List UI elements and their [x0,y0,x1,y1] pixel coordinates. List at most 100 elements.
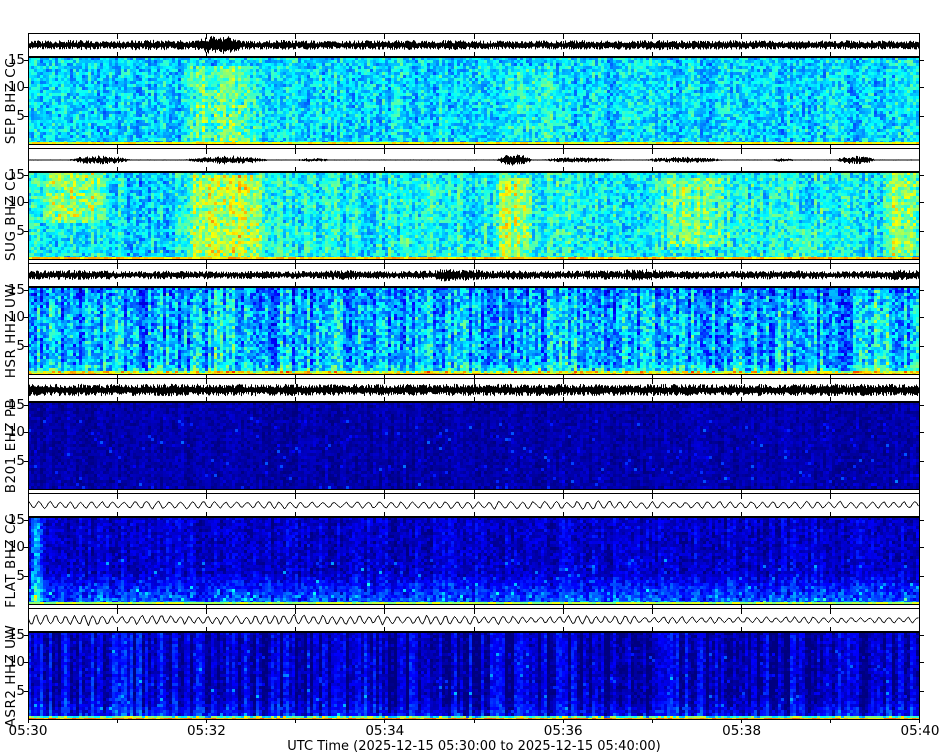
freq-tick-mark-right [920,202,924,203]
minute-tick-mark [830,490,831,493]
freq-tick-mark-left [24,346,28,347]
freq-tick-mark-right [920,405,924,406]
freq-tick-mark-left [24,547,28,548]
time-axis-title: UTC Time (2025-12-15 05:30:00 to 2025-12… [287,739,661,754]
minute-tick-mark [652,605,653,608]
freq-tick-mark-left [24,317,28,318]
spectrogram-canvas [28,57,920,145]
freq-tick-label: 10 [7,539,25,555]
freq-tick-label: 10 [7,79,25,95]
freq-tick-label: 10 [7,424,25,440]
minute-tick-mark [384,490,385,493]
minute-tick-mark [28,490,29,493]
minute-tick-mark [919,490,920,493]
minute-tick-mark [830,720,831,723]
freq-tick-mark-right [920,175,924,176]
minute-tick-mark [830,605,831,608]
minute-tick-mark [28,720,29,723]
waveform-canvas [28,608,920,632]
minute-tick-mark [206,720,207,723]
station-label: SEP BHZ CC [3,57,19,145]
waveform-canvas [28,148,920,172]
minute-tick-mark [28,145,29,148]
freq-tick-label: 15 [7,512,25,528]
freq-tick-mark-left [24,691,28,692]
freq-tick-mark-right [920,520,924,521]
minute-tick-mark [384,260,385,263]
minute-tick-mark [652,490,653,493]
freq-tick-mark-right [920,662,924,663]
station-label: FLAT BHZ CC [3,514,19,608]
minute-tick-mark [206,375,207,378]
freq-tick-label: 5 [16,108,25,124]
freq-tick-mark-right [920,635,924,636]
freq-tick-label: 10 [7,654,25,670]
minute-tick-mark [384,375,385,378]
freq-tick-label: 5 [16,683,25,699]
minute-tick-mark [741,720,742,723]
spectrogram-canvas [28,517,920,605]
minute-tick-mark [652,720,653,723]
freq-tick-mark-left [24,87,28,88]
minute-tick-mark [206,490,207,493]
waveform-canvas [28,493,920,517]
minute-tick-mark [652,260,653,263]
minute-tick-mark [117,490,118,493]
minute-tick-mark [919,145,920,148]
minute-tick-mark [563,260,564,263]
minute-tick-mark [28,605,29,608]
minute-tick-mark [741,490,742,493]
time-tick-label: 05:34 [365,723,405,739]
time-tick-label: 05:30 [8,723,48,739]
minute-tick-mark [295,605,296,608]
minute-tick-mark [474,260,475,263]
minute-tick-mark [919,375,920,378]
minute-tick-mark [563,490,564,493]
minute-tick-mark [206,260,207,263]
freq-tick-label: 15 [7,52,25,68]
station-label: SUG BHZ CC [3,170,19,262]
minute-tick-mark [741,605,742,608]
freq-tick-label: 15 [7,627,25,643]
time-tick-label: 05:32 [186,723,226,739]
spectrogram-canvas [28,172,920,260]
panel-sep: SEP BHZ CC 15 10 5 [0,33,950,148]
freq-tick-mark-left [24,290,28,291]
freq-tick-mark-right [920,547,924,548]
minute-tick-mark [117,375,118,378]
minute-tick-mark [474,375,475,378]
minute-tick-mark [384,605,385,608]
waveform-canvas [28,33,920,57]
minute-tick-mark [652,145,653,148]
time-tick-label: 05:36 [543,723,583,739]
panel-b201: B201 EHZ PB 15 10 5 [0,378,950,493]
freq-tick-mark-right [920,231,924,232]
freq-tick-mark-left [24,116,28,117]
minute-tick-mark [117,605,118,608]
waveform-canvas [28,378,920,402]
freq-tick-label: 5 [16,568,25,584]
minute-tick-mark [563,145,564,148]
freq-tick-mark-right [920,60,924,61]
minute-tick-mark [117,720,118,723]
freq-tick-label: 5 [16,223,25,239]
minute-tick-mark [919,720,920,723]
minute-tick-mark [830,260,831,263]
spectrogram-canvas [28,632,920,720]
minute-tick-mark [28,260,29,263]
minute-tick-mark [474,490,475,493]
waveform-canvas [28,263,920,287]
freq-tick-mark-right [920,432,924,433]
minute-tick-mark [474,605,475,608]
freq-tick-label: 5 [16,338,25,354]
freq-tick-mark-left [24,576,28,577]
time-tick-label: 05:38 [722,723,762,739]
freq-tick-mark-right [920,116,924,117]
spectrogram-canvas [28,287,920,375]
freq-tick-label: 15 [7,282,25,298]
minute-tick-mark [919,605,920,608]
freq-tick-label: 15 [7,167,25,183]
minute-tick-mark [741,375,742,378]
minute-tick-mark [384,145,385,148]
